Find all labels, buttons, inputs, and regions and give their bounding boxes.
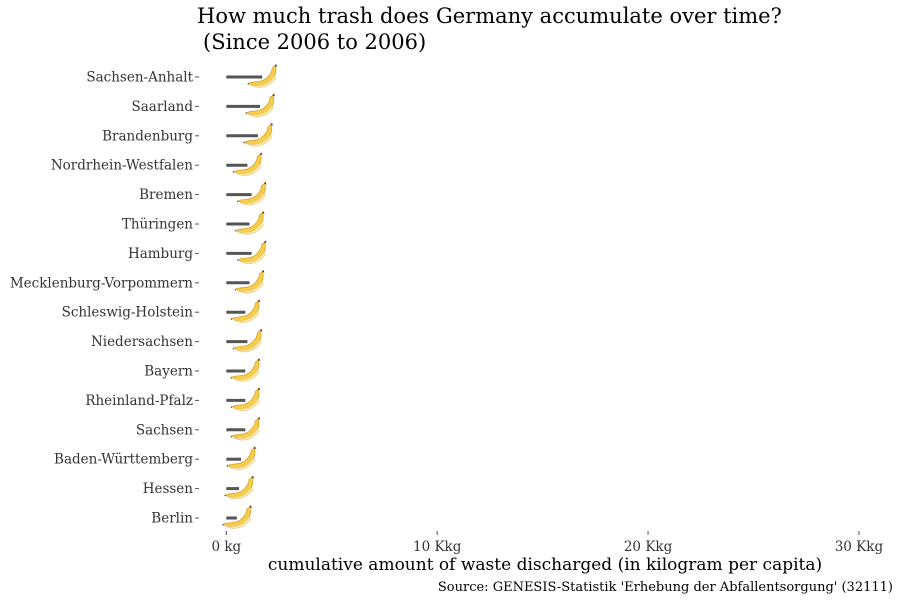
chart-caption: Source: GENESIS-Statistik 'Erhebung der … [438, 580, 893, 595]
x-tick-label: 0 kg [211, 539, 241, 555]
y-tick-label: Bremen [139, 187, 193, 203]
chart-subtitle: (Since 2006 to 2006) [203, 30, 426, 54]
y-tick-label: Sachsen-Anhalt [86, 70, 193, 86]
y-tick-label: Thüringen [122, 217, 193, 233]
y-tick-label: Sachsen [136, 422, 193, 438]
y-tick-label: Brandenburg [102, 128, 193, 144]
bars [221, 63, 278, 529]
chart-title: How much trash does Germany accumulate o… [197, 4, 782, 28]
y-tick-label: Hessen [143, 481, 194, 497]
y-tick-label: Bayern [144, 364, 193, 380]
y-axis: Sachsen-Anhalt Saarland Brandenburg Nordrhe… [10, 70, 199, 527]
y-tick-label: Rheinland-Pfalz [85, 393, 193, 409]
x-tick-label: 30 Kkg [835, 539, 884, 555]
y-tick-label: Berlin [151, 511, 193, 527]
x-tick-label: 20 Kkg [624, 539, 673, 555]
y-tick-label: Schleswig-Holstein [62, 305, 194, 321]
y-tick-label: Niedersachsen [91, 334, 193, 350]
y-tick-label: Baden-Württemberg [54, 452, 193, 468]
y-tick-label: Mecklenburg-Vorpommern [10, 275, 193, 291]
x-axis: 0 kg 10 Kkg 20 Kkg 30 Kkg [211, 531, 883, 555]
x-tick-label: 10 Kkg [413, 539, 462, 555]
y-tick-label: Saarland [131, 99, 193, 115]
x-axis-label: cumulative amount of waste discharged (i… [268, 555, 822, 575]
y-tick-label: Nordrhein-Westfalen [51, 158, 193, 174]
y-tick-label: Hamburg [128, 246, 193, 262]
